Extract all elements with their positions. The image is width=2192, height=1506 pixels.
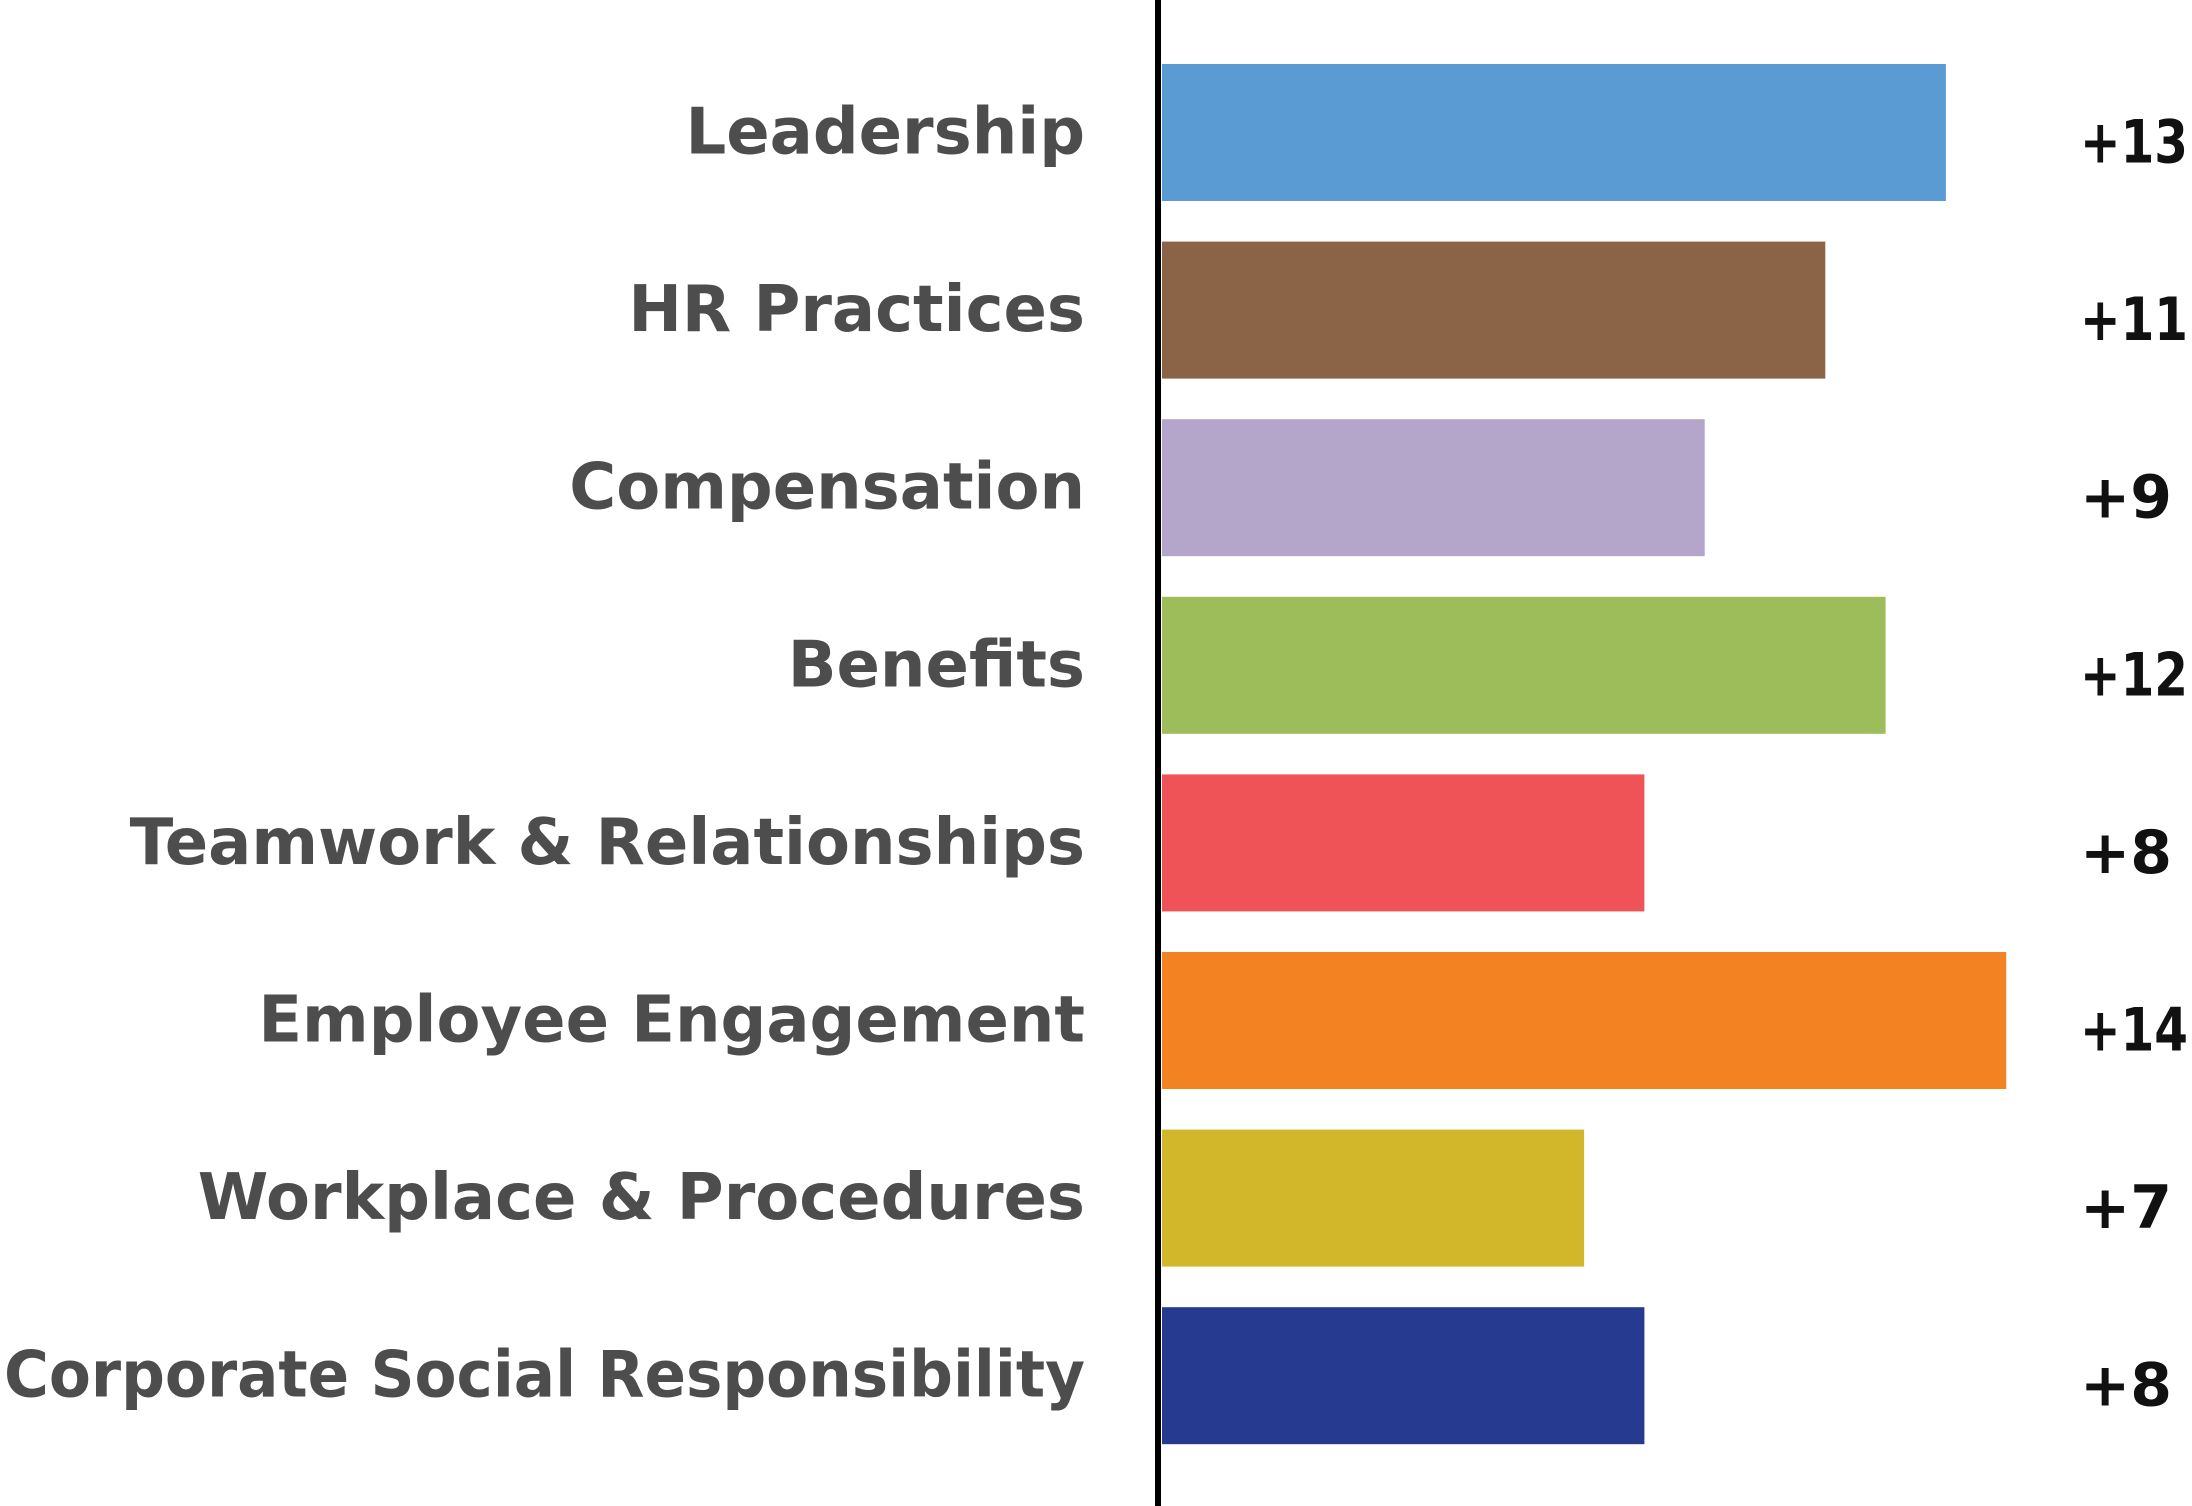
value-label-3: +12 — [2080, 640, 2188, 710]
category-label-5: Employee Engagement — [258, 984, 1085, 1058]
category-label-7: Corporate Social Responsibility — [4, 1339, 1085, 1413]
value-label-0: +13 — [2080, 108, 2188, 178]
category-label-6: Workplace & Procedures — [198, 1161, 1085, 1235]
bar-5 — [1162, 952, 2007, 1089]
value-labels-group: +13 +11 +9 +12 +8 +14 +7 +8 — [2080, 108, 2188, 1421]
category-label-1: HR Practices — [628, 273, 1085, 347]
bar-1 — [1162, 241, 1826, 379]
value-label-2: +9 — [2080, 463, 2172, 533]
category-labels-group: Leadership HR Practices Compensation Benefi… — [4, 96, 1085, 1413]
category-label-3: Benefits — [788, 628, 1085, 702]
value-label-4: +8 — [2080, 818, 2172, 888]
bar-2 — [1162, 419, 1705, 557]
bar-6 — [1162, 1129, 1585, 1267]
bar-7 — [1162, 1307, 1645, 1445]
bar-0 — [1162, 64, 1946, 201]
bar-4 — [1162, 774, 1645, 912]
value-label-6: +7 — [2080, 1173, 2172, 1243]
value-label-7: +8 — [2080, 1351, 2172, 1421]
category-label-0: Leadership — [685, 96, 1085, 170]
category-label-2: Compensation — [569, 451, 1085, 525]
value-label-5: +14 — [2080, 996, 2188, 1066]
bar-3 — [1162, 596, 1886, 734]
category-label-4: Teamwork & Relationships — [130, 806, 1085, 880]
value-label-1: +11 — [2080, 285, 2188, 355]
bars-group — [1162, 64, 2007, 1445]
